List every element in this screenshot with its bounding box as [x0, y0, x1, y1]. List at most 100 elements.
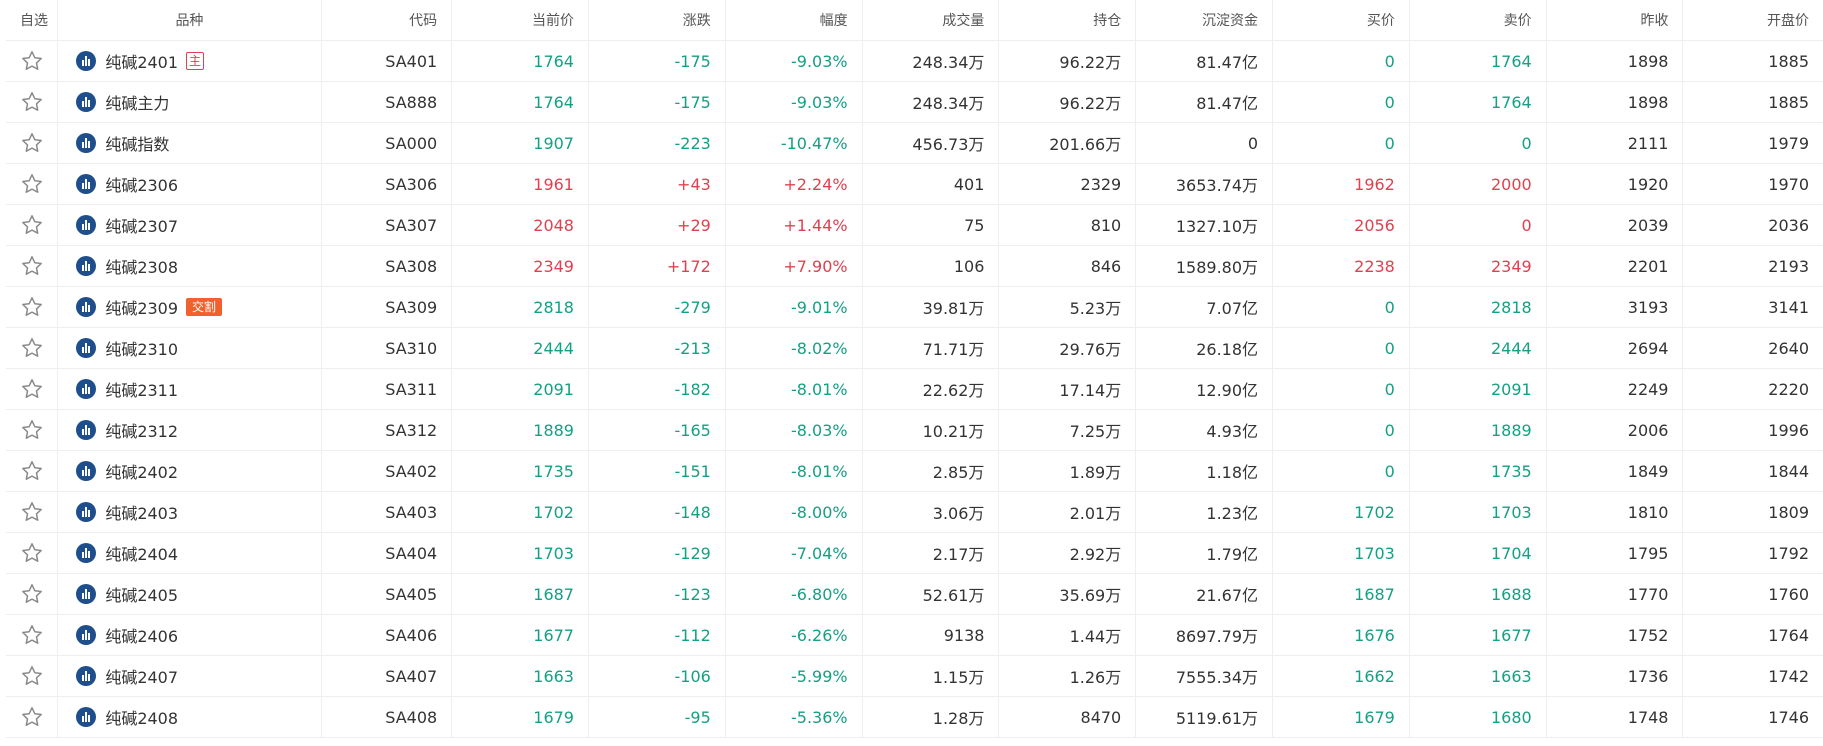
bar-chart-icon[interactable] [76, 707, 97, 727]
contract-name-cell[interactable]: 纯碱2404 [57, 532, 322, 574]
favorite-cell[interactable] [6, 491, 59, 533]
bar-chart-icon[interactable] [76, 543, 97, 563]
table-row[interactable]: 纯碱主力 SA888 1764 -175 -9.03% 248.34万 96.22万 81.4… [6, 81, 1823, 123]
star-outline-icon[interactable] [20, 623, 44, 647]
favorite-cell[interactable] [6, 368, 59, 410]
star-outline-icon[interactable] [20, 213, 44, 237]
col-header-prev-close[interactable]: 昨收 [1546, 0, 1684, 41]
contract-name[interactable]: 纯碱2402 [105, 463, 179, 482]
table-row[interactable]: 纯碱2402 SA402 1735 -151 -8.01% 2.85万 1.89万 1.18亿… [6, 450, 1823, 492]
star-outline-icon[interactable] [20, 90, 44, 114]
contract-name-cell[interactable]: 纯碱2408 [57, 696, 322, 738]
bar-chart-icon[interactable] [76, 338, 97, 358]
favorite-cell[interactable] [6, 245, 59, 287]
contract-name[interactable]: 纯碱2404 [105, 545, 179, 564]
contract-name-cell[interactable]: 纯碱2307 [57, 204, 322, 246]
star-outline-icon[interactable] [20, 336, 44, 360]
star-outline-icon[interactable] [20, 295, 44, 319]
contract-name[interactable]: 纯碱指数 [105, 135, 170, 154]
star-outline-icon[interactable] [20, 377, 44, 401]
table-row[interactable]: 纯碱2307 SA307 2048 +29 +1.44% 75 810 1327.10万 205… [6, 204, 1823, 246]
contract-name-cell[interactable]: 纯碱2403 [57, 491, 322, 533]
contract-name[interactable]: 纯碱主力 [105, 94, 170, 113]
favorite-cell[interactable] [6, 614, 59, 656]
bar-chart-icon[interactable] [76, 625, 97, 645]
star-outline-icon[interactable] [20, 131, 44, 155]
star-outline-icon[interactable] [20, 664, 44, 688]
favorite-cell[interactable] [6, 573, 59, 615]
table-row[interactable]: 纯碱2404 SA404 1703 -129 -7.04% 2.17万 2.92万 1.79亿… [6, 532, 1823, 574]
bar-chart-icon[interactable] [76, 666, 97, 686]
contract-name-cell[interactable]: 纯碱2402 [57, 450, 322, 492]
bar-chart-icon[interactable] [76, 92, 97, 112]
col-header-fund[interactable]: 沉淀资金 [1135, 0, 1274, 41]
star-outline-icon[interactable] [20, 582, 44, 606]
contract-name[interactable]: 纯碱2310 [105, 340, 179, 359]
bar-chart-icon[interactable] [76, 584, 97, 604]
star-outline-icon[interactable] [20, 254, 44, 278]
favorite-cell[interactable] [6, 204, 59, 246]
table-row[interactable]: 纯碱2408 SA408 1679 -95 -5.36% 1.28万 8470 5119.61… [6, 696, 1823, 738]
bar-chart-icon[interactable] [76, 297, 97, 317]
col-header-ask[interactable]: 卖价 [1409, 0, 1547, 41]
star-outline-icon[interactable] [20, 418, 44, 442]
contract-name[interactable]: 纯碱2401 [105, 53, 179, 72]
contract-name[interactable]: 纯碱2306 [105, 176, 179, 195]
favorite-cell[interactable] [6, 40, 59, 82]
contract-name[interactable]: 纯碱2406 [105, 627, 179, 646]
contract-name[interactable]: 纯碱2311 [105, 381, 179, 400]
table-row[interactable]: 纯碱2312 SA312 1889 -165 -8.03% 10.21万 7.25万 4.93… [6, 409, 1823, 451]
table-row[interactable]: 纯碱2310 SA310 2444 -213 -8.02% 71.71万 29.76万 26.… [6, 327, 1823, 369]
favorite-cell[interactable] [6, 163, 59, 205]
favorite-cell[interactable] [6, 327, 59, 369]
bar-chart-icon[interactable] [76, 502, 97, 522]
col-header-open[interactable]: 开盘价 [1682, 0, 1823, 41]
col-header-bid[interactable]: 买价 [1272, 0, 1410, 41]
contract-name-cell[interactable]: 纯碱2309 交割 [57, 286, 322, 328]
table-row[interactable]: 纯碱2308 SA308 2349 +172 +7.90% 106 846 1589.80万 2… [6, 245, 1823, 287]
favorite-cell[interactable] [6, 532, 59, 574]
star-outline-icon[interactable] [20, 459, 44, 483]
contract-name-cell[interactable]: 纯碱2407 [57, 655, 322, 697]
favorite-cell[interactable] [6, 81, 59, 123]
table-row[interactable]: 纯碱2405 SA405 1687 -123 -6.80% 52.61万 35.69万 21.… [6, 573, 1823, 615]
bar-chart-icon[interactable] [76, 51, 97, 71]
favorite-cell[interactable] [6, 122, 59, 164]
favorite-cell[interactable] [6, 450, 59, 492]
contract-name-cell[interactable]: 纯碱2312 [57, 409, 322, 451]
contract-name-cell[interactable]: 纯碱2308 [57, 245, 322, 287]
table-row[interactable]: 纯碱2406 SA406 1677 -112 -6.26% 9138 1.44万 8697.7… [6, 614, 1823, 656]
favorite-cell[interactable] [6, 409, 59, 451]
contract-name[interactable]: 纯碱2407 [105, 668, 179, 687]
star-outline-icon[interactable] [20, 172, 44, 196]
star-outline-icon[interactable] [20, 49, 44, 73]
col-header-change[interactable]: 涨跌 [588, 0, 726, 41]
contract-name-cell[interactable]: 纯碱2405 [57, 573, 322, 615]
contract-name-cell[interactable]: 纯碱主力 [57, 81, 322, 123]
contract-name-cell[interactable]: 纯碱指数 [57, 122, 322, 164]
table-row[interactable]: 纯碱2407 SA407 1663 -106 -5.99% 1.15万 1.26万 7555.… [6, 655, 1823, 697]
bar-chart-icon[interactable] [76, 215, 97, 235]
table-row[interactable]: 纯碱2309 交割 SA309 2818 -279 -9.01% 39.81万 5.23万 7.… [6, 286, 1823, 328]
col-header-volume[interactable]: 成交量 [862, 0, 1000, 41]
contract-name-cell[interactable]: 纯碱2310 [57, 327, 322, 369]
contract-name[interactable]: 纯碱2403 [105, 504, 179, 523]
star-outline-icon[interactable] [20, 500, 44, 524]
bar-chart-icon[interactable] [76, 256, 97, 276]
contract-name[interactable]: 纯碱2307 [105, 217, 179, 236]
table-row[interactable]: 纯碱2306 SA306 1961 +43 +2.24% 401 2329 3653.74万 1… [6, 163, 1823, 205]
contract-name-cell[interactable]: 纯碱2311 [57, 368, 322, 410]
favorite-cell[interactable] [6, 696, 59, 738]
favorite-cell[interactable] [6, 286, 59, 328]
table-row[interactable]: 纯碱指数 SA000 1907 -223 -10.47% 456.73万 201.66万 0 0… [6, 122, 1823, 164]
bar-chart-icon[interactable] [76, 379, 97, 399]
contract-name-cell[interactable]: 纯碱2401 主 [57, 40, 322, 82]
contract-name[interactable]: 纯碱2408 [105, 709, 179, 728]
bar-chart-icon[interactable] [76, 174, 97, 194]
bar-chart-icon[interactable] [76, 133, 97, 153]
table-row[interactable]: 纯碱2311 SA311 2091 -182 -8.01% 22.62万 17.14万 12.… [6, 368, 1823, 410]
col-header-favorite[interactable]: 自选 [6, 0, 59, 41]
col-header-open-interest[interactable]: 持仓 [998, 0, 1137, 41]
favorite-cell[interactable] [6, 655, 59, 697]
star-outline-icon[interactable] [20, 541, 44, 565]
